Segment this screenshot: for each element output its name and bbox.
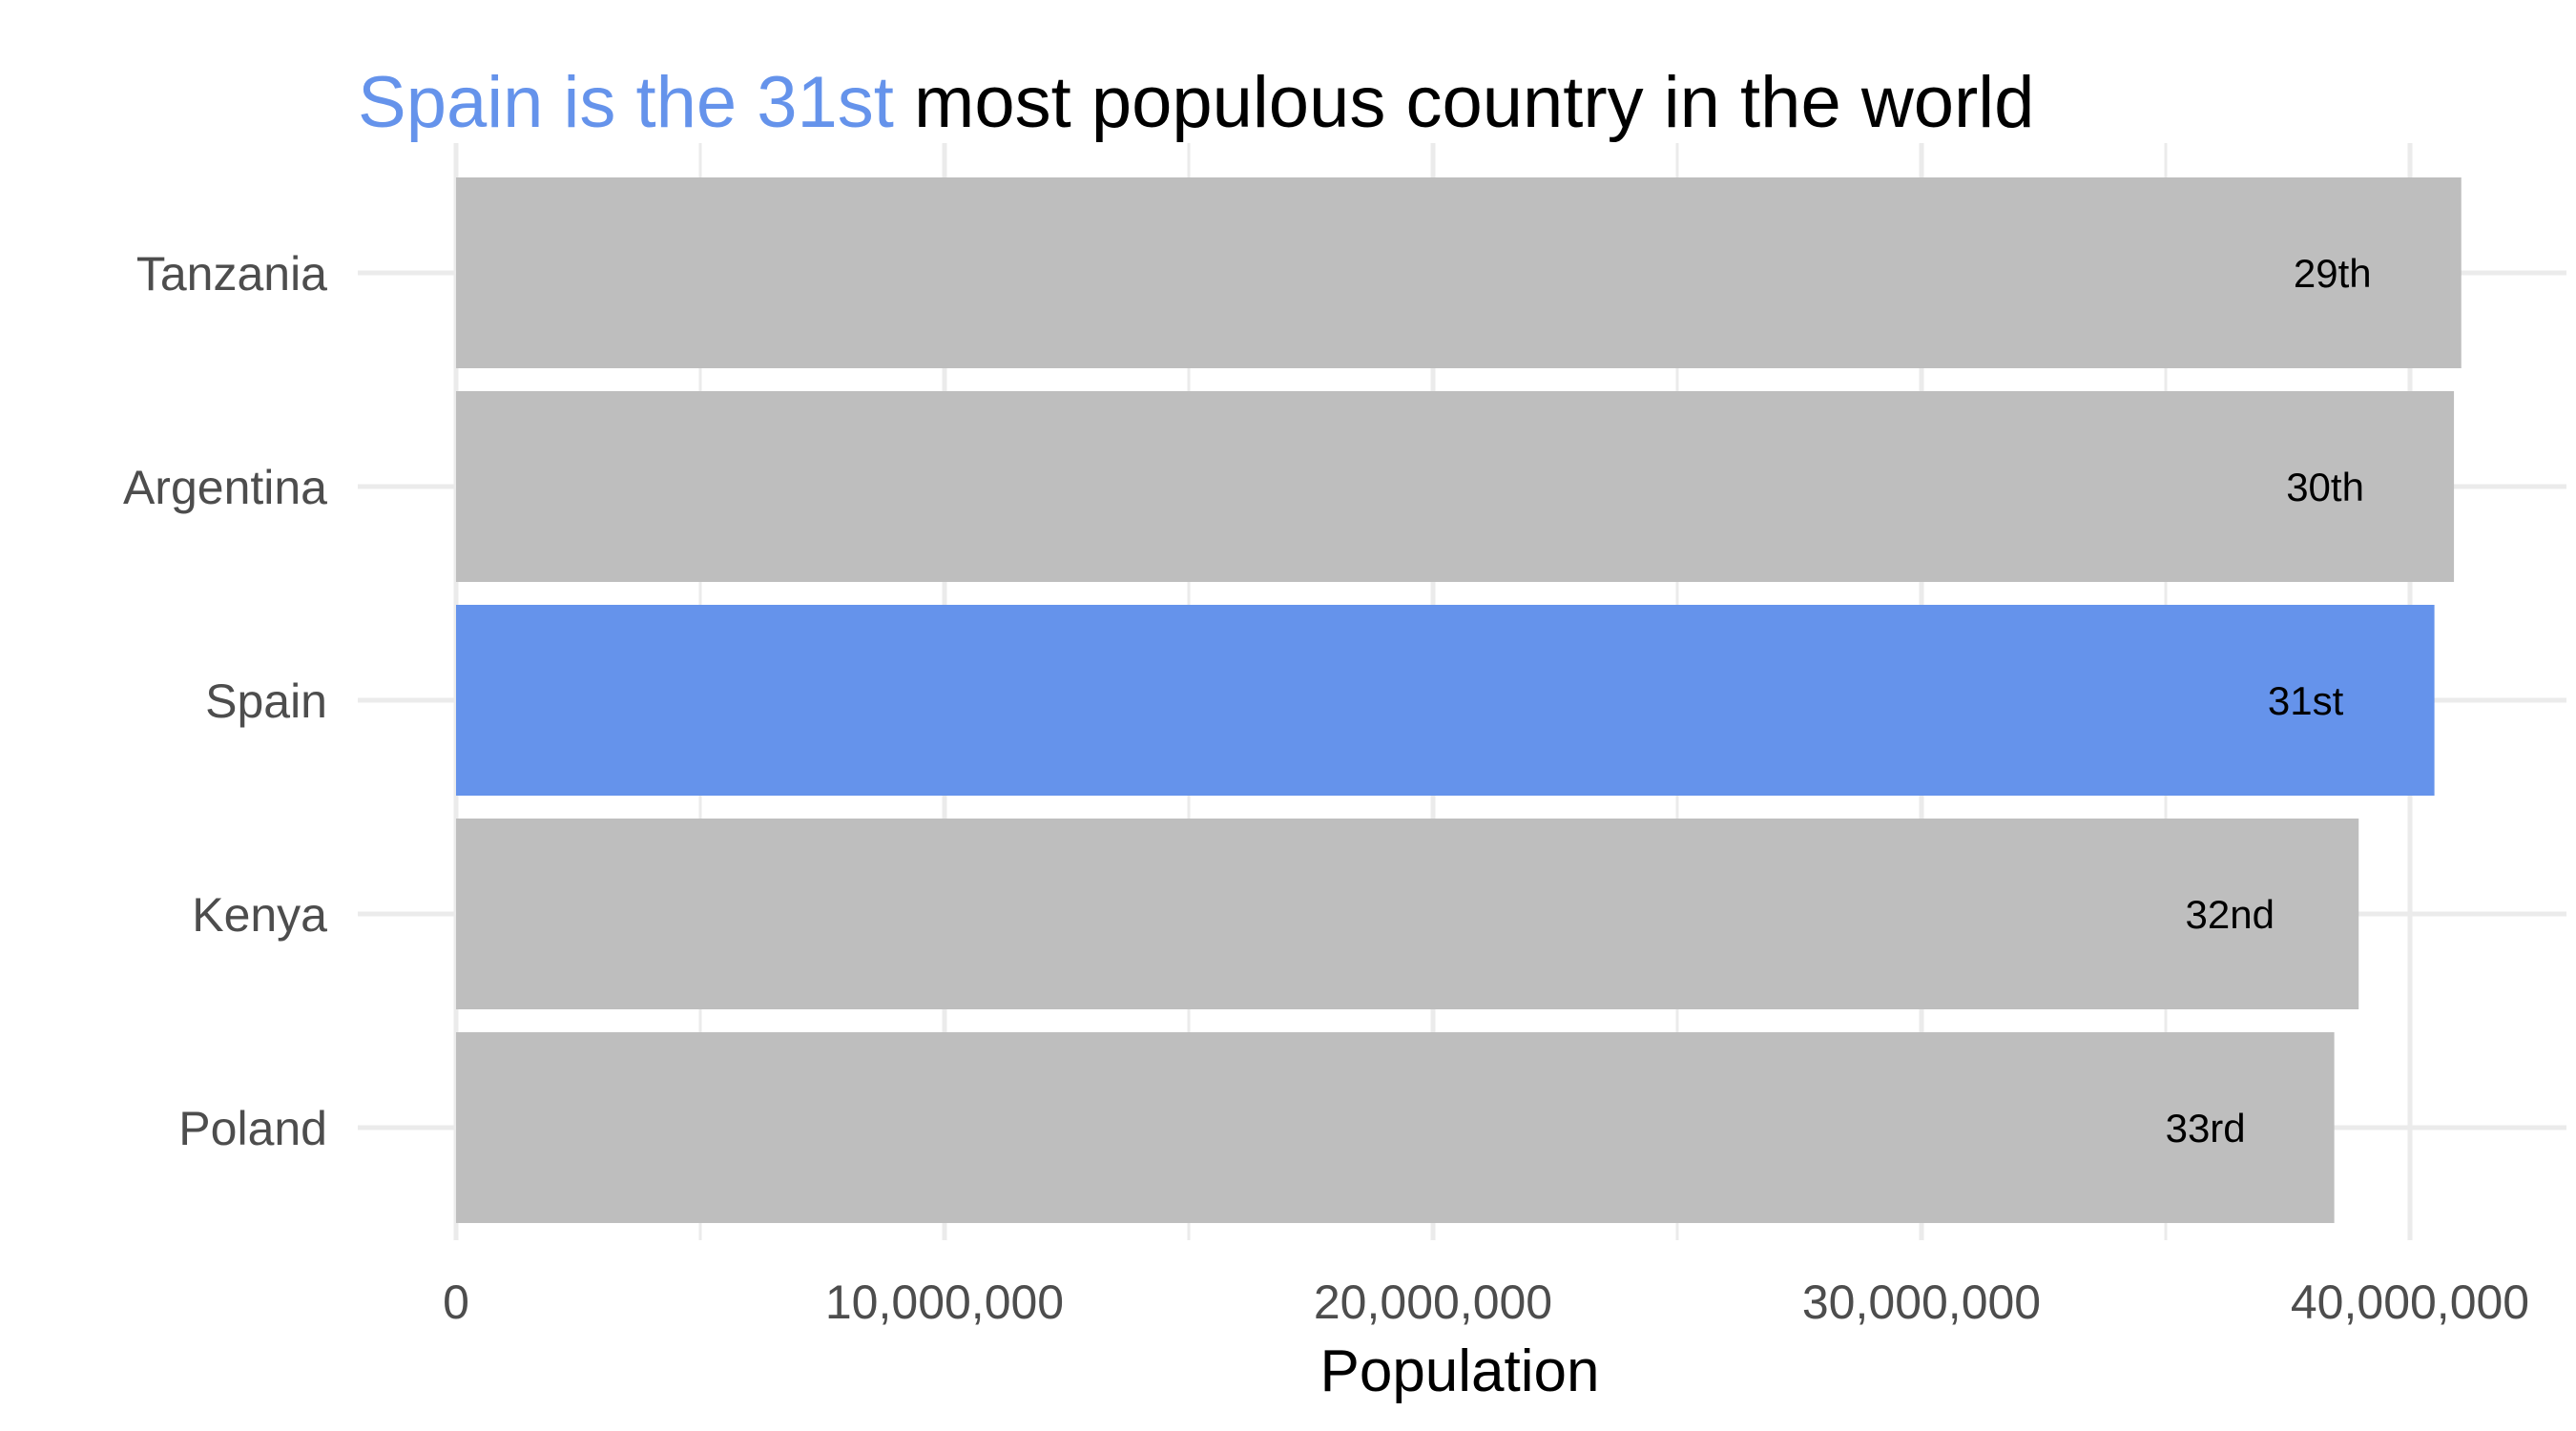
chart-title-rest: most populous country in the world [894,62,2035,143]
bars [456,177,2462,1223]
y-tick-label: Tanzania [136,247,327,301]
x-axis-ticks: 0 10,000,000 20,000,000 30,000,000 40,000,00… [443,1275,2529,1329]
bar-label-poland: 33rd [2166,1106,2246,1151]
bar-label-spain: 31st [2268,678,2344,723]
bar-label-tanzania: 29th [2294,251,2372,296]
bar-labels: 29th 30th 31st 32nd 33rd [2166,251,2372,1151]
x-axis-title: Population [1319,1338,1599,1404]
bar-label-kenya: 32nd [2186,892,2275,937]
chart-title: Spain is the 31st most populous country … [358,62,2034,143]
y-tick-label: Kenya [192,888,327,942]
x-tick-label: 0 [443,1275,469,1329]
chart-title-highlight: Spain is the 31st [358,62,894,143]
x-tick-label: 30,000,000 [1802,1275,2041,1329]
x-tick-label: 20,000,000 [1314,1275,1552,1329]
bar-poland [456,1032,2335,1223]
y-tick-label: Spain [205,674,327,728]
x-tick-label: 10,000,000 [825,1275,1064,1329]
bar-argentina [456,391,2455,582]
y-tick-label: Poland [178,1102,327,1155]
bar-label-argentina: 30th [2286,465,2364,509]
y-axis-ticks: Tanzania Argentina Spain Kenya Poland [123,247,327,1155]
bar-tanzania [456,177,2462,368]
y-tick-label: Argentina [123,461,327,514]
x-tick-label: 40,000,000 [2291,1275,2529,1329]
bar-spain [456,605,2435,796]
bar-kenya [456,819,2359,1009]
